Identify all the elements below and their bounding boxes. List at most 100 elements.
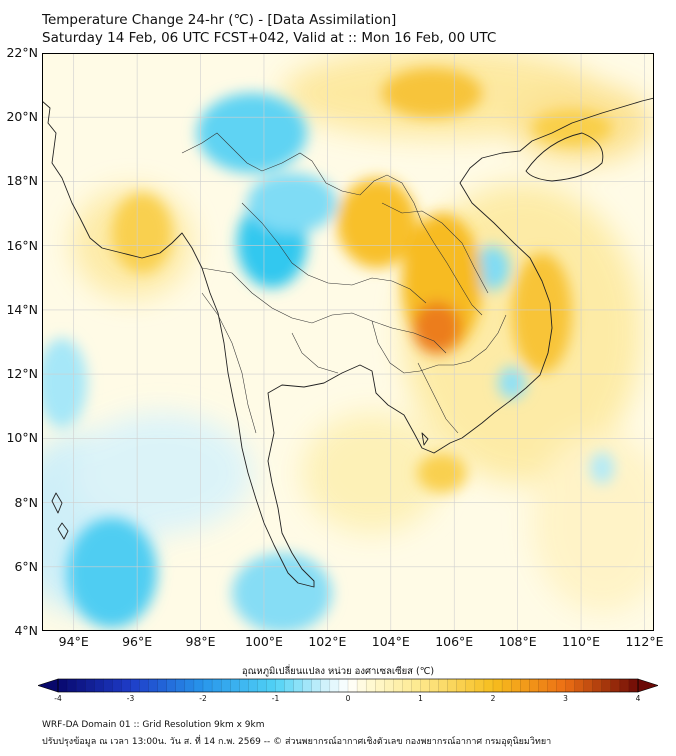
colorbar-min-arrow	[38, 678, 59, 693]
longitude-label: 108°E	[498, 634, 537, 649]
colorbar-cell	[465, 678, 476, 693]
map-canvas	[42, 53, 654, 631]
latitude-label: 8°N	[14, 494, 38, 510]
colorbar-tick-label: 1	[418, 694, 423, 703]
colorbar-cell	[239, 678, 249, 693]
colorbar-cell	[211, 678, 222, 693]
colorbar-cell	[139, 678, 150, 693]
colorbar-cell	[166, 678, 177, 693]
longitude-label: 94°E	[58, 634, 89, 649]
colorbar-cell	[375, 678, 385, 693]
colorbar-cell	[175, 678, 186, 693]
cool-core-andaman	[67, 518, 157, 628]
colorbar-cell	[610, 678, 621, 693]
colorbar	[38, 678, 658, 693]
latitude-label: 22°N	[6, 45, 38, 60]
colorbar-cell	[520, 678, 530, 693]
cool-spot-laos	[474, 246, 510, 290]
footer-model-info: WRF-DA Domain 01 :: Grid Resolution 9km …	[42, 720, 265, 730]
latitude-label: 4°N	[14, 623, 38, 638]
coastlines	[42, 97, 654, 588]
colorbar-cell	[420, 678, 431, 693]
latitude-label: 16°N	[6, 237, 38, 253]
colorbar-tick-label: 2	[490, 694, 496, 703]
colorbar-cell	[157, 678, 168, 693]
colorbar-tick-label: 0	[345, 694, 351, 703]
colorbar-cell	[483, 678, 494, 693]
colorbar-cell	[230, 678, 240, 693]
longitude-label: 100°E	[244, 634, 283, 649]
colorbar-cell	[66, 678, 77, 693]
colorbar-cell	[510, 678, 521, 693]
colorbar-cell	[447, 678, 458, 693]
mainland-coastline	[42, 97, 654, 588]
colorbar-cell	[112, 678, 122, 693]
admin-borders	[181, 132, 507, 434]
latitude-label: 6°N	[14, 558, 38, 574]
colorbar-cell	[130, 678, 141, 693]
longitude-label: 102°E	[308, 634, 347, 649]
longitude-label: 98°E	[185, 634, 216, 649]
colorbar-cell	[148, 678, 159, 693]
colorbar-cell	[565, 678, 576, 693]
colorbar-max-arrow	[637, 678, 658, 693]
latitude-label: 12°N	[6, 366, 38, 382]
colorbar-cell	[293, 678, 304, 693]
colorbar-tick-label: 4	[635, 694, 641, 703]
footer-credit: ปรับปรุงข้อมูล ณ เวลา 13:00น. วัน ส. ที่…	[42, 737, 552, 747]
colorbar-cell	[429, 678, 440, 693]
colorbar-cell	[474, 678, 485, 693]
colorbar-cell	[365, 678, 376, 693]
colorbar-cell	[456, 678, 467, 693]
graticule	[42, 53, 654, 631]
colorbar-cell	[583, 678, 594, 693]
colorbar-cell	[338, 678, 349, 693]
colorbar-cell	[103, 678, 113, 693]
colorbar-cell	[438, 678, 449, 693]
colorbar-cell	[202, 678, 213, 693]
colorbar-cell	[311, 678, 322, 693]
colorbar-cell	[75, 678, 86, 693]
colorbar-cell	[538, 678, 548, 693]
colorbar-cell	[193, 678, 204, 693]
latitude-label: 10°N	[6, 430, 38, 446]
colorbar-tick-label: 3	[563, 694, 568, 703]
colorbar-cell	[592, 678, 603, 693]
hot-core-cambodia	[413, 302, 461, 354]
latitude-label: 14°N	[6, 301, 38, 317]
colorbar-cell	[347, 678, 358, 693]
colorbar-cell	[356, 678, 367, 693]
colorbar-cell	[402, 678, 412, 693]
map-subtitle: Saturday 14 Feb, 06 UTC FCST+042, Valid …	[42, 30, 497, 46]
longitude-label: 106°E	[435, 634, 474, 649]
warm-core-northeast-thailand	[337, 178, 417, 268]
colorbar-cell	[266, 678, 276, 693]
field-cores	[42, 68, 614, 631]
colorbar-cell	[501, 678, 512, 693]
colorbar-tick-label: -2	[199, 694, 207, 703]
latitude-label: 18°N	[6, 173, 38, 189]
longitude-label: 110°E	[562, 634, 601, 649]
colorbar-tick-label: -4	[54, 694, 62, 703]
latitude-label: 20°N	[6, 109, 38, 125]
colorbar-cell	[574, 678, 585, 693]
colorbar-cell	[184, 678, 195, 693]
colorbar-cell	[94, 678, 104, 693]
colorbar-cell	[556, 678, 566, 693]
map-title: Temperature Change 24-hr (℃) - [Data Ass…	[42, 12, 397, 28]
temperature-map	[42, 53, 654, 631]
colorbar-title: อุณหภูมิเปลี่ยนแปลง หน่วย องศาเซลเซียส (…	[241, 666, 435, 677]
colorbar-cell	[220, 678, 231, 693]
colorbar-cell	[248, 678, 258, 693]
colorbar-cell	[257, 678, 267, 693]
longitude-label: 96°E	[122, 634, 153, 649]
colorbar-cell	[384, 678, 394, 693]
colorbar-cell	[121, 678, 131, 693]
hainan-island	[525, 132, 604, 182]
map-frame	[42, 53, 654, 631]
colorbar-cell	[619, 678, 630, 693]
colorbar-cell	[393, 678, 403, 693]
colorbar-cell	[411, 678, 421, 693]
colorbar-cell	[628, 678, 639, 693]
colorbar-cells	[57, 678, 639, 693]
